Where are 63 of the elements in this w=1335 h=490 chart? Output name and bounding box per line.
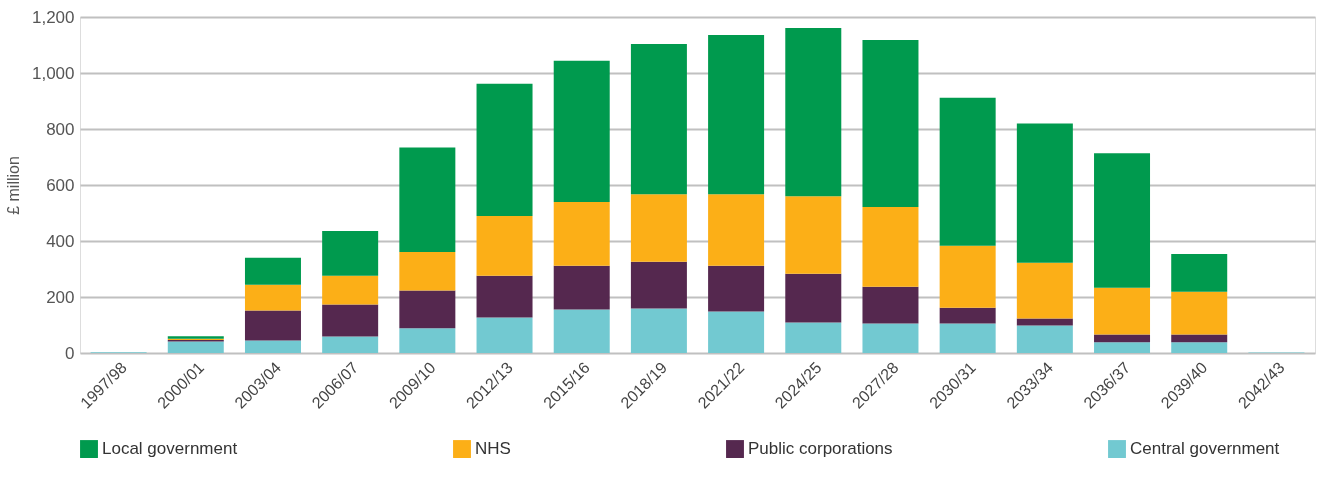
bar [244,340,301,353]
legend-label: NHS [475,439,511,459]
bar [553,202,610,266]
y-tick-label: 400 [46,231,75,251]
bar [939,323,996,353]
bar [785,196,842,274]
bar [399,328,456,353]
bar [1171,291,1228,335]
bar [939,245,996,308]
bar [785,322,842,353]
bar [630,308,687,353]
bar [1094,287,1151,335]
bar [1094,153,1151,288]
bar [553,309,610,353]
y-tick-label: 800 [46,119,75,139]
legend-label: Central government [1130,439,1280,459]
bar [553,265,610,310]
bar [1171,342,1228,353]
bar [244,310,301,341]
bar [399,251,456,291]
bar [322,275,379,305]
bar [322,336,379,353]
bar [244,257,301,285]
y-tick-label: 0 [65,343,75,363]
bar [630,194,687,262]
bar [708,311,765,353]
bar [708,265,765,312]
y-tick-label: 600 [46,175,75,195]
bar [1094,342,1151,353]
bar [167,341,224,353]
bar [476,317,533,353]
bar [862,286,919,324]
bar [1016,318,1073,326]
bar [630,43,687,195]
bar [862,323,919,353]
y-tick-label: 1,000 [31,63,75,83]
y-tick-label: 1,200 [31,7,75,27]
bar [708,194,765,266]
bar [476,83,533,217]
bar [399,290,456,329]
bar [862,39,919,208]
bar [322,230,379,276]
legend-label: Local government [102,439,238,459]
bar [939,97,996,246]
bar [939,307,996,324]
bar [1016,123,1073,263]
bar [862,207,919,287]
bar [708,34,765,195]
bar [1171,253,1228,292]
bar [1016,262,1073,319]
y-axis-title: £ million [4,156,22,215]
bar [476,216,533,276]
bar [630,261,687,309]
bar [785,273,842,323]
bar [322,304,379,337]
y-tick-label: 200 [46,287,75,307]
bar [244,284,301,311]
legend-label: Public corporations [748,439,893,459]
bar [476,275,533,318]
bar [785,27,842,197]
bar [399,147,456,252]
bar [553,60,610,203]
bar [1016,325,1073,353]
